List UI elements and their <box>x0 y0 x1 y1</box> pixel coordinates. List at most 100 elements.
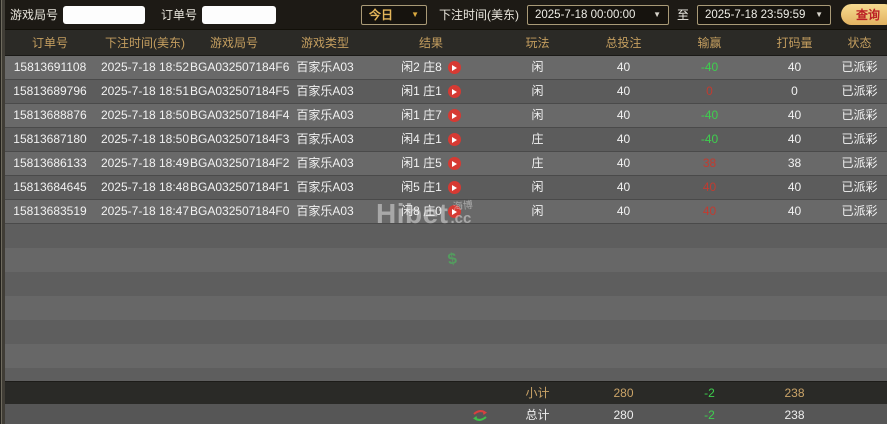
game-round-input[interactable] <box>63 5 146 24</box>
play-triangle <box>452 112 458 119</box>
cell-total-bet: 40 <box>616 204 631 218</box>
play-icon[interactable] <box>447 109 461 122</box>
cell-game-type: 百家乐A03 <box>296 180 354 194</box>
subtotal-label: 小计 <box>525 386 550 400</box>
cell-result: 闲2 庄8 <box>372 56 490 79</box>
end-time-select[interactable]: 2025-7-18 23:59:59 ▼ <box>697 4 831 25</box>
table-row: 15813684645 2025-7-18 18:48 BGA032507184… <box>0 176 887 200</box>
table-row: 15813686133 2025-7-18 18:49 BGA032507184… <box>0 152 887 176</box>
cell-total-bet: 40 <box>616 156 631 170</box>
cell-turnover: 38 <box>787 156 802 170</box>
play-icon[interactable] <box>447 205 461 218</box>
cell-game-type: 百家乐A03 <box>296 156 354 170</box>
play-triangle <box>452 136 458 143</box>
cell-status: 已派彩 <box>841 108 878 122</box>
cell-status: 已派彩 <box>841 60 878 74</box>
cell-win-loss: -40 <box>662 128 757 151</box>
cell-total-bet: 40 <box>616 180 631 194</box>
play-icon[interactable] <box>447 181 461 194</box>
cell-status: 已派彩 <box>841 156 878 170</box>
cell-win-loss: 40 <box>662 200 757 223</box>
cell-bet-time: 2025-7-18 18:52 <box>100 60 190 74</box>
bet-time-label: 下注时间(美东) <box>438 8 519 22</box>
header-game-type: 游戏类型 <box>300 36 349 50</box>
win-loss-value: -40 <box>700 60 719 74</box>
total-label: 总计 <box>525 408 550 422</box>
cell-bet-time: 2025-7-18 18:48 <box>100 180 190 194</box>
cell-round-no: BGA032507184F6 <box>190 60 290 74</box>
cell-result: 闲8 庄0 <box>372 200 490 223</box>
game-round-label: 游戏局号 <box>10 8 59 22</box>
cell-game-type: 百家乐A03 <box>296 204 354 218</box>
win-loss-value: 40 <box>702 180 717 194</box>
cell-bet-time: 2025-7-18 18:49 <box>100 156 190 170</box>
subtotal-row: 小计 280 -2 238 <box>0 381 887 404</box>
play-icon[interactable] <box>447 85 461 98</box>
cell-order-no: 15813688876 <box>13 108 87 122</box>
play-icon[interactable] <box>447 157 461 170</box>
play-triangle <box>452 88 458 95</box>
cell-win-loss: 40 <box>662 176 757 199</box>
cell-result: 闲5 庄1 <box>372 176 490 199</box>
table-row: 15813687180 2025-7-18 18:50 BGA032507184… <box>0 128 887 152</box>
win-loss-value: -2 <box>704 386 715 400</box>
order-no-input[interactable] <box>202 5 277 24</box>
table-row: 15813691108 2025-7-18 18:52 BGA032507184… <box>0 56 887 80</box>
chevron-down-icon: ▼ <box>815 10 823 19</box>
chevron-down-icon: ▼ <box>411 10 419 19</box>
header-play-type: 玩法 <box>525 36 550 50</box>
cell-order-no: 15813684645 <box>13 180 87 194</box>
header-round-no: 游戏局号 <box>209 36 258 50</box>
order-no-label: 订单号 <box>161 8 198 22</box>
cell-bet-time: 2025-7-18 18:50 <box>100 108 190 122</box>
subtotal-total-bet: 280 <box>613 386 634 400</box>
cell-status: 已派彩 <box>841 180 878 194</box>
cell-turnover: 0 <box>791 84 798 98</box>
cell-result: 闲1 庄7 <box>372 104 490 127</box>
win-loss-value: 40 <box>702 204 717 218</box>
cell-play-type: 庄 <box>531 156 544 170</box>
cell-bet-time: 2025-7-18 18:50 <box>100 132 190 146</box>
result-text: 闲2 庄8 <box>401 60 442 74</box>
cell-order-no: 15813689796 <box>13 84 87 98</box>
result-text: 闲8 庄0 <box>401 204 442 218</box>
cell-order-no: 15813683519 <box>13 204 87 218</box>
period-select[interactable]: 今日 ▼ <box>360 4 427 25</box>
cell-status: 已派彩 <box>841 132 878 146</box>
cell-turnover: 40 <box>787 60 802 74</box>
window-left-edge <box>0 0 5 424</box>
cell-status: 已派彩 <box>841 84 878 98</box>
play-triangle <box>452 64 458 71</box>
header-status: 状态 <box>847 36 872 50</box>
result-text: 闲1 庄1 <box>401 84 442 98</box>
table-header: 订单号 下注时间(美东) 游戏局号 游戏类型 结果 玩法 总投注 输赢 打码量 … <box>0 30 887 56</box>
cell-play-type: 闲 <box>531 60 544 74</box>
header-win-loss: 输赢 <box>697 36 722 50</box>
search-button[interactable]: 查询 <box>841 4 887 25</box>
play-icon[interactable] <box>447 133 461 146</box>
table-row: 15813688876 2025-7-18 18:50 BGA032507184… <box>0 104 887 128</box>
win-loss-value: 0 <box>706 84 713 98</box>
cell-game-type: 百家乐A03 <box>296 132 354 146</box>
swap-arrows-icon[interactable] <box>472 409 488 422</box>
result-text: 闲1 庄7 <box>401 108 442 122</box>
total-turnover: 238 <box>784 408 805 422</box>
play-triangle <box>452 208 458 215</box>
start-time-select[interactable]: 2025-7-18 00:00:00 ▼ <box>526 4 669 25</box>
cell-play-type: 闲 <box>531 108 544 122</box>
win-loss-value: -40 <box>700 132 719 146</box>
result-text: 闲4 庄1 <box>401 132 442 146</box>
total-row: 总计 280 -2 238 <box>0 404 887 424</box>
subtotal-win-loss: -2 <box>662 382 757 405</box>
cell-order-no: 15813687180 <box>13 132 87 146</box>
play-icon[interactable] <box>447 61 461 74</box>
table-row: 15813683519 2025-7-18 18:47 BGA032507184… <box>0 200 887 224</box>
end-time-value: 2025-7-18 23:59:59 <box>705 8 806 21</box>
play-triangle <box>452 184 458 191</box>
cell-round-no: BGA032507184F2 <box>190 156 290 170</box>
cell-total-bet: 40 <box>616 84 631 98</box>
cell-play-type: 庄 <box>531 132 544 146</box>
cell-result: 闲1 庄1 <box>372 80 490 103</box>
empty-rows-area <box>0 224 887 381</box>
period-select-value: 今日 <box>368 8 393 22</box>
